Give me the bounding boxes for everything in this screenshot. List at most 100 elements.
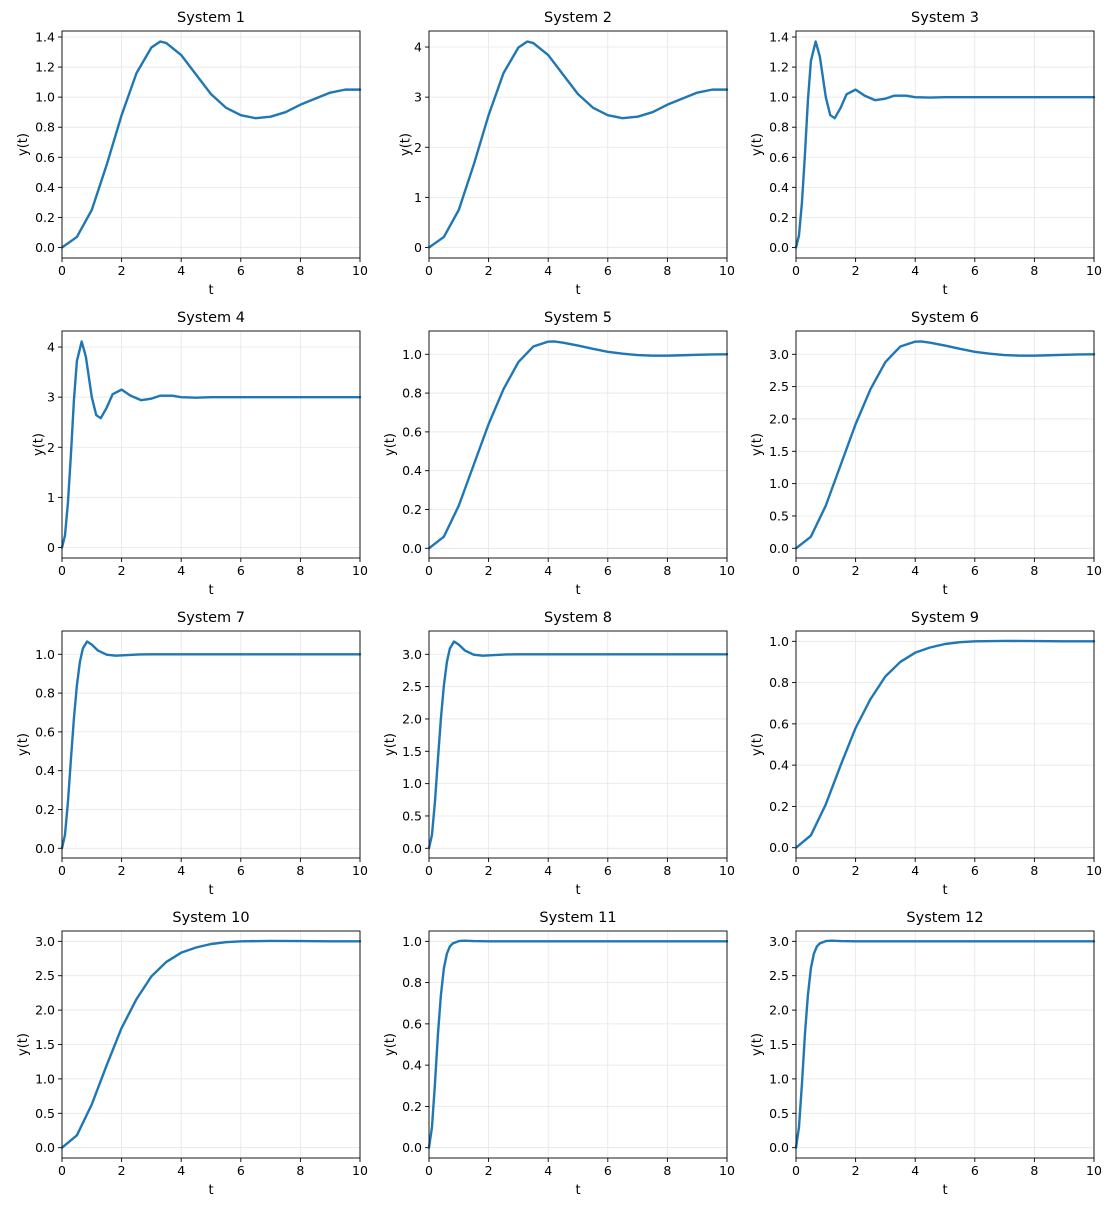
y-tick-label: 4	[47, 340, 55, 355]
subplot-2: 0 2 4 6 8 10 0 1 2 3 4 System 2 t y(t)	[398, 10, 735, 298]
x-tick-label: 8	[1030, 1163, 1038, 1178]
x-tick-label: 2	[118, 263, 126, 278]
y-tick-label: 0.0	[35, 1140, 55, 1155]
x-tick-label: 0	[58, 563, 66, 578]
subplot-title: System 8	[544, 610, 612, 626]
x-tick-label: 10	[352, 263, 368, 278]
series-line	[427, 40, 729, 249]
x-tick-label: 10	[719, 263, 735, 278]
x-tick-label: 8	[296, 863, 304, 878]
x-tick-label: 10	[352, 863, 368, 878]
y-axis-label: y(t)	[16, 733, 31, 756]
subplot-title: System 4	[177, 310, 245, 326]
y-tick-label: 0.2	[769, 799, 789, 814]
x-tick-label: 0	[792, 1163, 800, 1178]
y-tick-label: 1.5	[769, 1037, 789, 1052]
y-axis-label: y(t)	[750, 133, 765, 156]
axes-frame	[795, 630, 1095, 859]
x-tick-label: 8	[296, 563, 304, 578]
x-tick-label: 8	[1030, 863, 1038, 878]
y-axis-label: y(t)	[383, 1033, 398, 1056]
y-tick-label: 3.0	[769, 347, 789, 362]
x-tick-label: 2	[118, 863, 126, 878]
x-tick-label: 6	[971, 563, 979, 578]
x-tick-label: 0	[58, 263, 66, 278]
y-tick-label: 1.5	[402, 744, 422, 759]
subplot-9: 0 2 4 6 8 10 0.0 0.2 0.4 0.6 0.8 1.0 System 9 t y(t)	[750, 610, 1102, 898]
y-tick-label: 0.6	[402, 1016, 422, 1031]
subplot-12: 0 2 4 6 8 10 0.0 0.5 1.0 1.5 2.0 2.5 3.0 System 12 t y(…	[750, 910, 1102, 1198]
y-tick-label: 1.0	[769, 476, 789, 491]
subplot-8: 0 2 4 6 8 10 0.0 0.5 1.0 1.5 2.0 2.5 3.0 System 8 t y(t…	[383, 610, 735, 898]
axes-frame	[428, 930, 728, 1159]
subplot-5: 0 2 4 6 8 10 0.0 0.2 0.4 0.6 0.8 1.0 System 5 t y(t)	[383, 310, 735, 598]
axes-frame	[61, 330, 361, 559]
series-line	[794, 40, 1096, 249]
x-tick-label: 0	[425, 563, 433, 578]
y-axis-label: y(t)	[16, 133, 31, 156]
x-tick-label: 2	[852, 563, 860, 578]
x-tick-label: 4	[177, 263, 185, 278]
y-tick-label: 1.0	[35, 90, 55, 105]
x-tick-label: 8	[663, 1163, 671, 1178]
x-tick-label: 4	[911, 563, 919, 578]
series-line	[794, 939, 1096, 1149]
x-tick-label: 8	[663, 863, 671, 878]
x-tick-label: 4	[911, 263, 919, 278]
subplot-title: System 1	[177, 10, 245, 26]
y-tick-label: 0.2	[402, 502, 422, 517]
y-tick-label: 3.0	[35, 934, 55, 949]
y-tick-label: 1.0	[35, 1071, 55, 1086]
y-tick-label: 2	[47, 440, 55, 455]
y-tick-label: 0.4	[402, 1058, 422, 1073]
x-tick-label: 10	[352, 563, 368, 578]
y-tick-label: 1.0	[769, 634, 789, 649]
x-tick-label: 6	[604, 863, 612, 878]
x-axis-label: t	[942, 283, 947, 298]
x-axis-label: t	[208, 283, 213, 298]
y-tick-label: 0.4	[769, 758, 789, 773]
subplot-6: 0 2 4 6 8 10 0.0 0.5 1.0 1.5 2.0 2.5 3.0 System 6 t y(t…	[750, 310, 1102, 598]
x-tick-label: 2	[852, 863, 860, 878]
y-tick-label: 1	[47, 490, 55, 505]
x-axis-label: t	[575, 583, 580, 598]
x-tick-label: 8	[1030, 263, 1038, 278]
subplot-11: 0 2 4 6 8 10 0.0 0.2 0.4 0.6 0.8 1.0 System 11 t y(t)	[383, 910, 735, 1198]
y-tick-label: 2.0	[769, 411, 789, 426]
axes-frame	[61, 630, 361, 859]
y-tick-label: 1.5	[35, 1037, 55, 1052]
y-tick-label: 0.4	[402, 463, 422, 478]
x-tick-label: 10	[352, 1163, 368, 1178]
x-axis-label: t	[208, 1183, 213, 1198]
x-tick-label: 0	[792, 263, 800, 278]
y-axis-label: y(t)	[750, 1033, 765, 1056]
y-tick-label: 1.0	[402, 776, 422, 791]
y-tick-label: 0.2	[402, 1099, 422, 1114]
subplot-title: System 11	[539, 910, 616, 926]
series-line	[60, 939, 362, 1149]
axes-frame	[428, 30, 728, 259]
y-tick-label: 1.0	[769, 90, 789, 105]
y-tick-label: 2.0	[35, 1003, 55, 1018]
y-tick-label: 0.4	[35, 763, 55, 778]
y-axis-label: y(t)	[750, 433, 765, 456]
y-axis-label: y(t)	[16, 1033, 31, 1056]
subplot-title: System 3	[911, 10, 979, 26]
axes-frame	[428, 630, 728, 859]
x-tick-label: 2	[118, 1163, 126, 1178]
x-axis-label: t	[575, 883, 580, 898]
x-tick-label: 8	[296, 1163, 304, 1178]
x-tick-label: 10	[719, 563, 735, 578]
axes-frame	[61, 930, 361, 1159]
x-axis-label: t	[575, 283, 580, 298]
y-tick-label: 0.5	[35, 1106, 55, 1121]
y-tick-label: 0.0	[769, 840, 789, 855]
y-tick-label: 3	[414, 90, 422, 105]
x-tick-label: 6	[971, 863, 979, 878]
x-tick-label: 6	[971, 263, 979, 278]
subplot-title: System 6	[911, 310, 979, 326]
series-line	[794, 639, 1096, 849]
x-axis-label: t	[942, 1183, 947, 1198]
x-tick-label: 2	[485, 263, 493, 278]
y-tick-label: 1.0	[402, 347, 422, 362]
